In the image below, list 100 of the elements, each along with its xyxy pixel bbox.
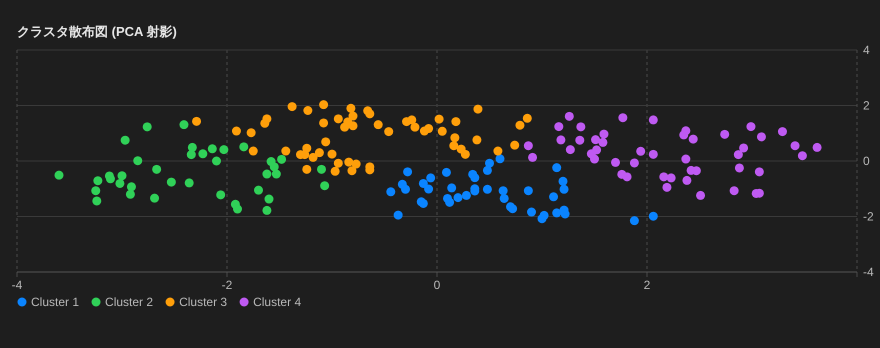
point (558, 176, 568, 186)
point (394, 210, 403, 220)
point (219, 145, 228, 154)
point (384, 127, 394, 136)
point (348, 112, 358, 121)
point (319, 100, 328, 110)
point (133, 156, 142, 166)
point (93, 176, 102, 186)
point (679, 130, 688, 140)
point (347, 166, 356, 176)
legend-label: Cluster 4 (253, 295, 302, 309)
point (524, 186, 533, 196)
point (438, 126, 447, 136)
point (450, 133, 460, 142)
point (374, 120, 383, 130)
point (493, 146, 502, 156)
y-tick-label: -2 (863, 210, 874, 224)
point (277, 154, 286, 164)
point (92, 196, 102, 206)
point (340, 122, 350, 132)
y-tick-label: 2 (863, 98, 870, 112)
point (179, 120, 188, 130)
point (560, 210, 570, 219)
point (212, 156, 221, 166)
point (812, 142, 822, 152)
point (778, 127, 787, 136)
point (798, 151, 807, 160)
point (454, 193, 462, 202)
point (659, 172, 668, 182)
x-tick-label: -2 (222, 278, 233, 292)
point (184, 178, 194, 188)
point (281, 146, 290, 156)
point (538, 214, 546, 224)
point (590, 154, 599, 164)
point (308, 152, 318, 162)
point (599, 130, 608, 139)
point (262, 206, 272, 215)
point (524, 141, 533, 150)
legend-label: Cluster 2 (105, 295, 154, 309)
point (208, 144, 217, 154)
point (681, 154, 690, 164)
point (720, 130, 730, 139)
point (118, 171, 126, 180)
point (302, 164, 312, 174)
point (142, 122, 152, 132)
point (317, 164, 326, 174)
point (150, 194, 160, 203)
x-tick-label: 2 (644, 278, 651, 292)
point (447, 183, 456, 192)
point (462, 190, 471, 200)
point (424, 184, 434, 194)
point (91, 186, 100, 196)
point (344, 158, 354, 167)
point (451, 117, 460, 126)
x-tick-label: -4 (12, 278, 23, 292)
point (232, 126, 241, 136)
point (348, 121, 358, 130)
point (320, 181, 330, 190)
point (575, 136, 584, 145)
point (556, 135, 566, 144)
point (549, 192, 558, 202)
point (288, 102, 297, 112)
point (598, 138, 608, 147)
point (622, 172, 632, 182)
point (115, 178, 124, 188)
point (407, 115, 416, 124)
point (126, 190, 135, 199)
point (186, 150, 196, 160)
point (330, 166, 340, 176)
point (328, 150, 336, 159)
y-tick-label: -4 (863, 265, 874, 279)
point (216, 190, 226, 200)
point (334, 114, 343, 124)
point (566, 145, 575, 154)
point (648, 150, 658, 159)
y-tick-label: 0 (863, 154, 870, 168)
x-tick-label: 0 (434, 278, 441, 292)
chart-title: クラスタ散布図 (PCA 射影) (17, 24, 177, 39)
point (522, 114, 532, 123)
point (334, 158, 343, 168)
point (730, 186, 739, 196)
point (302, 144, 312, 153)
point (426, 173, 436, 182)
point (472, 135, 482, 144)
point (576, 122, 586, 132)
point (120, 136, 130, 145)
point (666, 173, 676, 182)
point (386, 187, 396, 196)
point (790, 141, 800, 150)
point (126, 182, 136, 192)
point (239, 142, 248, 152)
point (591, 135, 600, 144)
point (264, 194, 274, 204)
point (152, 164, 162, 174)
point (611, 158, 620, 167)
point (319, 118, 328, 128)
point (166, 178, 176, 187)
point (636, 146, 646, 156)
point (746, 122, 756, 132)
point (552, 208, 562, 218)
